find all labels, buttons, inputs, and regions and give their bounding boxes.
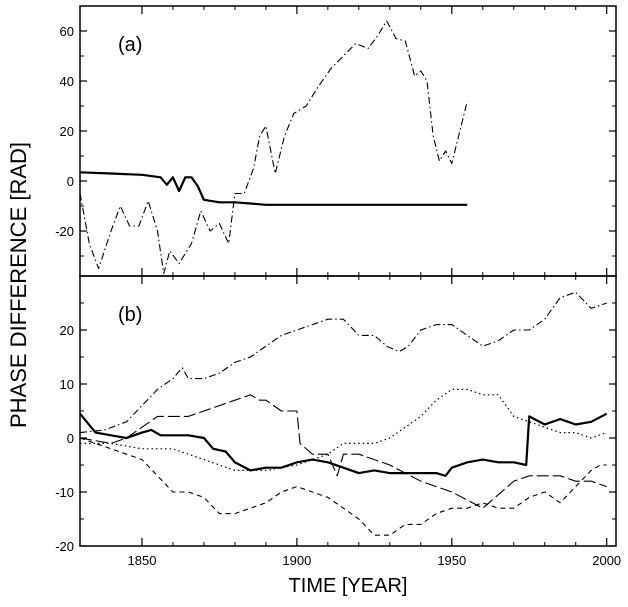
y-tick-label: 0 <box>67 431 74 446</box>
series-line-dashdot <box>80 291 607 434</box>
y-tick-label: 20 <box>60 323 74 338</box>
x-axis-label: TIME [YEAR] <box>289 575 408 597</box>
y-tick-label: 20 <box>60 124 74 139</box>
series-line-dotted <box>80 388 607 471</box>
x-tick-label: 1900 <box>282 553 311 568</box>
series-line-solid <box>80 412 608 477</box>
y-tick-label: 60 <box>60 24 74 39</box>
series-line-longdash <box>80 394 607 509</box>
y-tick-label: -10 <box>55 485 74 500</box>
y-axis-label: PHASE DIFFERENCE [RAD] <box>6 142 31 428</box>
y-tick-label: 40 <box>60 74 74 89</box>
y-tick-label: 10 <box>60 377 74 392</box>
x-tick-label: 2000 <box>592 553 621 568</box>
plot-frame <box>79 275 617 547</box>
panel-label: (b) <box>118 304 142 326</box>
series-line-dashed <box>80 437 607 536</box>
series-line-solid <box>80 171 468 206</box>
series-group <box>80 291 608 536</box>
plot-frame <box>79 5 617 277</box>
series-group <box>80 20 468 275</box>
panel-label: (a) <box>118 34 142 56</box>
series-line-dashdot <box>80 20 468 275</box>
y-tick-label: -20 <box>55 224 74 239</box>
panel-a: -20 0 20 40 60 (a) <box>55 5 617 277</box>
x-tick-label: 1950 <box>437 553 466 568</box>
y-tick-label: 0 <box>67 174 74 189</box>
x-tick-label: 1850 <box>128 553 157 568</box>
y-tick-label: -20 <box>55 539 74 554</box>
panel-b: -20 -10 0 10 20 1850 1900 1950 2000 (b) <box>55 275 621 568</box>
